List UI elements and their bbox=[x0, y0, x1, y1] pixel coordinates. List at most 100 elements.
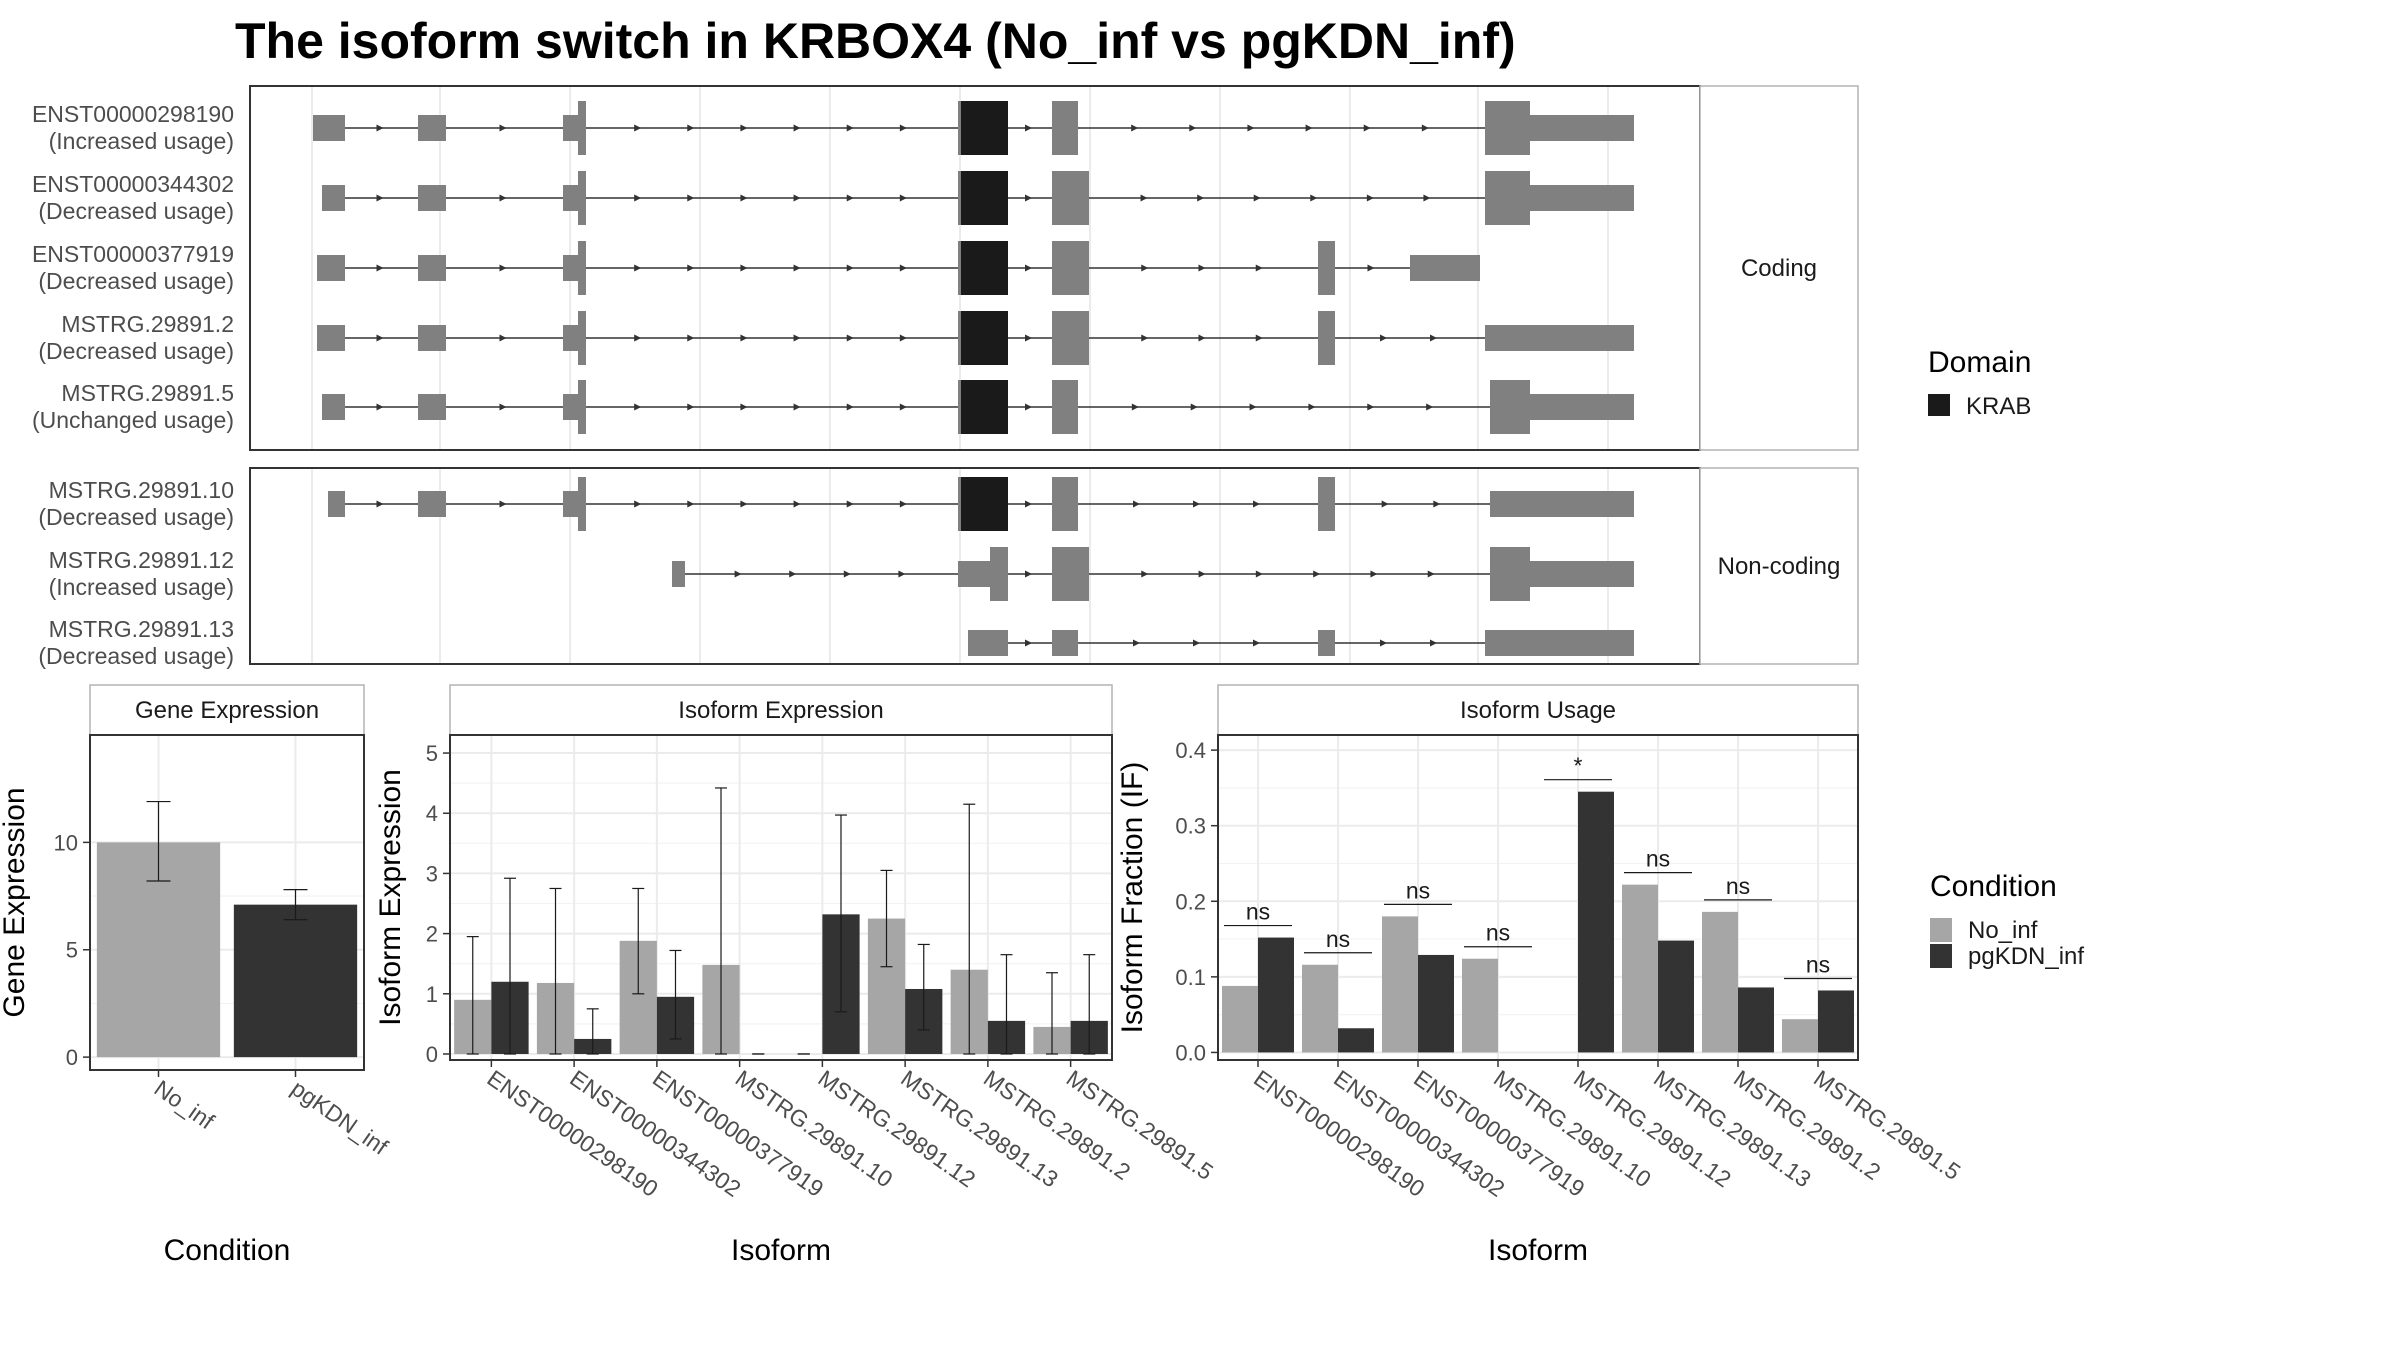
bar-mstrg-29891-13-no-inf bbox=[1622, 884, 1658, 1053]
direction-arrow bbox=[376, 194, 384, 202]
exon bbox=[958, 380, 961, 434]
direction-arrow bbox=[634, 264, 642, 272]
bar-enst00000344302-pgkdn-inf bbox=[1338, 1028, 1374, 1053]
direction-arrow bbox=[1249, 403, 1257, 411]
direction-arrow bbox=[740, 334, 748, 342]
direction-arrow bbox=[1131, 124, 1139, 132]
direction-arrow bbox=[740, 194, 748, 202]
transcript-id-label: ENST00000377919 bbox=[32, 241, 234, 267]
direction-arrow bbox=[1131, 403, 1139, 411]
direction-arrow bbox=[793, 264, 801, 272]
x-tick-label: MSTRG.29891.5 bbox=[1809, 1065, 1965, 1185]
direction-arrow bbox=[846, 194, 854, 202]
transcript-row bbox=[968, 630, 1634, 656]
direction-arrow bbox=[1253, 194, 1261, 202]
coding-transcripts bbox=[313, 101, 1634, 434]
transcript-row bbox=[322, 171, 1634, 225]
exon bbox=[958, 311, 961, 365]
exon bbox=[1410, 255, 1480, 281]
direction-arrow bbox=[376, 500, 384, 508]
y-tick-label: 0.0 bbox=[1175, 1040, 1206, 1065]
krab-domain bbox=[961, 101, 1008, 155]
y-tick-label: 5 bbox=[66, 938, 78, 963]
strip-label: Gene Expression bbox=[135, 697, 319, 724]
exon bbox=[322, 185, 345, 211]
transcript-usage-label: (Decreased usage) bbox=[38, 338, 234, 364]
panel-border bbox=[449, 734, 1113, 1061]
direction-arrow bbox=[1308, 403, 1316, 411]
transcript-row bbox=[328, 477, 1634, 531]
direction-arrow bbox=[1025, 124, 1032, 132]
bar-enst00000298190-no-inf bbox=[1222, 985, 1258, 1053]
direction-arrow bbox=[1190, 403, 1198, 411]
exon bbox=[317, 325, 345, 351]
direction-arrow bbox=[499, 264, 507, 272]
direction-arrow bbox=[499, 194, 507, 202]
direction-arrow bbox=[1430, 639, 1437, 647]
bar-mstrg-29891-5-pgkdn-inf bbox=[1818, 990, 1854, 1053]
y-tick-label: 5 bbox=[426, 741, 438, 766]
direction-arrow bbox=[499, 403, 507, 411]
bar-mstrg-29891-10-no-inf bbox=[1462, 958, 1498, 1053]
noncoding-strip-label: Non-coding bbox=[1718, 553, 1841, 580]
exon bbox=[1490, 547, 1530, 601]
direction-arrow bbox=[1381, 500, 1389, 508]
direction-arrow bbox=[846, 264, 854, 272]
krab-domain bbox=[961, 477, 1008, 531]
y-tick-label: 3 bbox=[426, 861, 438, 886]
transcript-id-label: ENST00000298190 bbox=[32, 101, 234, 127]
direction-arrow bbox=[1025, 194, 1032, 202]
y-tick-label: 0 bbox=[426, 1042, 438, 1067]
direction-arrow bbox=[687, 264, 695, 272]
gene-expression-chart: Gene Expression 0 5 10 No_inf pgKDN_inf Condit… bbox=[0, 684, 394, 1267]
exon bbox=[1530, 115, 1634, 141]
exon bbox=[1318, 630, 1335, 656]
exon bbox=[1530, 185, 1634, 211]
direction-arrow bbox=[1433, 500, 1441, 508]
direction-arrow bbox=[1025, 500, 1032, 508]
exon bbox=[322, 394, 345, 420]
significance-label: * bbox=[1574, 753, 1583, 779]
direction-arrow bbox=[1253, 500, 1260, 508]
direction-arrow bbox=[1430, 334, 1437, 342]
pgkdn-inf-legend-key bbox=[1930, 944, 1952, 968]
direction-arrow bbox=[1255, 264, 1263, 272]
direction-arrow bbox=[1189, 124, 1197, 132]
x-tick-label: pgKDN_inf bbox=[287, 1075, 394, 1160]
direction-arrow bbox=[1421, 124, 1429, 132]
exon bbox=[1318, 477, 1335, 531]
exon bbox=[1052, 547, 1089, 601]
direction-arrow bbox=[376, 264, 384, 272]
exon bbox=[418, 185, 446, 211]
exon bbox=[1490, 491, 1634, 517]
x-axis-title: Isoform bbox=[731, 1234, 831, 1267]
direction-arrow bbox=[740, 124, 748, 132]
strip-label: Isoform Usage bbox=[1460, 697, 1616, 724]
condition-legend-title: Condition bbox=[1930, 870, 2057, 903]
direction-arrow bbox=[1310, 194, 1318, 202]
direction-arrow bbox=[1367, 403, 1375, 411]
direction-arrow bbox=[634, 124, 642, 132]
direction-arrow bbox=[1198, 264, 1206, 272]
direction-arrow bbox=[846, 403, 854, 411]
direction-arrow bbox=[1025, 264, 1032, 272]
no-inf-legend-key bbox=[1930, 918, 1952, 942]
direction-arrow bbox=[1025, 403, 1032, 411]
exon bbox=[1052, 171, 1089, 225]
direction-arrow bbox=[789, 570, 797, 578]
transcript-row bbox=[317, 311, 1634, 365]
exon bbox=[563, 115, 578, 141]
direction-arrow bbox=[793, 124, 801, 132]
exon bbox=[578, 241, 586, 295]
figure-title: The isoform switch in KRBOX4 (No_inf vs … bbox=[235, 13, 1516, 69]
exon bbox=[1052, 630, 1078, 656]
bar-enst00000377919-no-inf bbox=[1382, 916, 1418, 1053]
direction-arrow bbox=[687, 403, 695, 411]
exon bbox=[1530, 561, 1634, 587]
direction-arrow bbox=[898, 570, 906, 578]
exon bbox=[328, 491, 345, 517]
exon bbox=[672, 561, 685, 587]
exon bbox=[317, 255, 345, 281]
direction-arrow bbox=[1427, 570, 1435, 578]
condition-legend: Condition No_inf pgKDN_inf bbox=[1930, 870, 2084, 970]
